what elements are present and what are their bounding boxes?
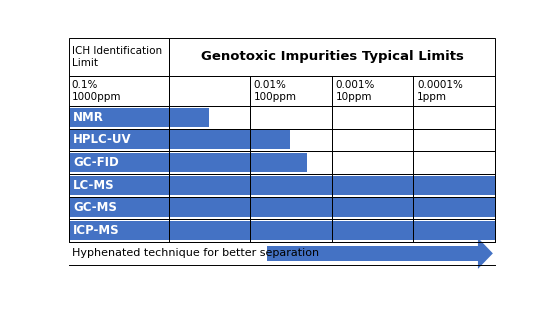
Text: Hyphenated technique for better separation: Hyphenated technique for better separati… — [72, 248, 319, 258]
Bar — [69, 106, 169, 129]
Bar — [169, 38, 495, 76]
Bar — [69, 176, 495, 195]
Bar — [169, 197, 250, 219]
Bar — [332, 129, 414, 151]
Text: HPLC-UV: HPLC-UV — [73, 133, 131, 147]
Text: 0.01%
100ppm: 0.01% 100ppm — [254, 80, 297, 102]
Bar — [250, 129, 332, 151]
Bar — [250, 151, 332, 174]
Bar — [69, 221, 495, 240]
Bar — [169, 174, 250, 197]
Bar — [169, 129, 250, 151]
Bar — [332, 106, 414, 129]
Bar — [250, 106, 332, 129]
Bar — [332, 174, 414, 197]
Bar — [250, 219, 332, 242]
Bar — [332, 219, 414, 242]
Bar — [69, 219, 169, 242]
Text: Genotoxic Impurities Typical Limits: Genotoxic Impurities Typical Limits — [201, 50, 464, 63]
Bar — [250, 197, 332, 219]
Bar — [332, 197, 414, 219]
Bar — [69, 219, 169, 242]
Bar — [414, 174, 495, 197]
Bar — [414, 174, 495, 197]
Bar — [414, 197, 495, 219]
Bar — [250, 197, 332, 219]
Bar — [332, 174, 414, 197]
Bar — [414, 76, 495, 106]
Bar — [332, 76, 414, 106]
Bar — [250, 174, 332, 197]
Text: 0.0001%
1ppm: 0.0001% 1ppm — [417, 80, 463, 102]
Bar — [250, 106, 332, 129]
Bar — [169, 129, 250, 151]
Bar — [169, 197, 250, 219]
Bar — [250, 129, 332, 151]
Text: GC-MS: GC-MS — [73, 201, 117, 214]
Bar — [69, 129, 169, 151]
Bar — [332, 151, 414, 174]
Bar — [169, 106, 250, 129]
Bar — [69, 38, 169, 76]
Bar — [250, 174, 332, 197]
Bar — [169, 219, 250, 242]
Bar — [169, 219, 250, 242]
Text: ICH Identification
Limit: ICH Identification Limit — [72, 46, 162, 68]
Bar — [332, 197, 414, 219]
Text: 0.1%
1000ppm: 0.1% 1000ppm — [72, 80, 121, 102]
Bar — [332, 219, 414, 242]
Bar — [414, 106, 495, 129]
Bar — [332, 151, 414, 174]
Bar — [414, 219, 495, 242]
Bar — [69, 76, 169, 106]
Bar — [332, 129, 414, 151]
Bar — [332, 106, 414, 129]
Bar — [69, 131, 290, 149]
Text: NMR: NMR — [73, 111, 104, 124]
Bar — [69, 174, 169, 197]
Bar — [250, 219, 332, 242]
Bar — [267, 246, 478, 261]
Polygon shape — [478, 238, 493, 269]
Bar — [69, 197, 169, 219]
Bar — [414, 197, 495, 219]
Bar — [169, 151, 250, 174]
Bar — [69, 198, 495, 217]
Bar — [250, 151, 332, 174]
Bar — [169, 106, 250, 129]
Bar — [414, 151, 495, 174]
Bar — [69, 197, 169, 219]
Bar — [169, 174, 250, 197]
Bar — [414, 106, 495, 129]
Bar — [169, 76, 250, 106]
Bar — [414, 129, 495, 151]
Bar — [414, 129, 495, 151]
Bar — [69, 174, 169, 197]
Bar — [414, 219, 495, 242]
Bar — [69, 153, 307, 172]
Text: LC-MS: LC-MS — [73, 179, 114, 192]
Bar — [69, 151, 169, 174]
Bar — [69, 151, 169, 174]
Bar — [169, 151, 250, 174]
Text: ICP-MS: ICP-MS — [73, 224, 120, 237]
Bar — [69, 129, 169, 151]
Text: GC-FID: GC-FID — [73, 156, 119, 169]
Bar — [250, 76, 332, 106]
Bar — [69, 106, 169, 129]
Bar — [69, 108, 210, 127]
Bar — [414, 151, 495, 174]
Text: 0.001%
10ppm: 0.001% 10ppm — [336, 80, 375, 102]
